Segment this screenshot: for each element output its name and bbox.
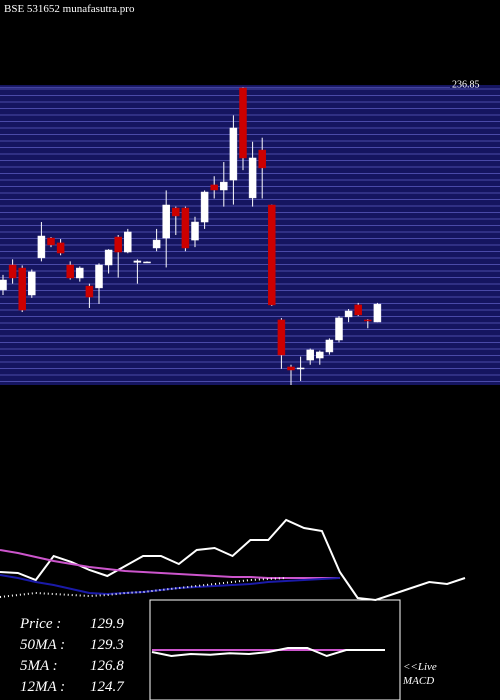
candle-body: [220, 181, 228, 191]
candle-body: [47, 237, 55, 246]
candle-body: [143, 261, 151, 264]
candle-body: [200, 191, 209, 223]
live-link[interactable]: <<Live: [403, 661, 437, 673]
candle-body: [114, 236, 122, 253]
stat-value: 126.8: [90, 658, 124, 674]
candle-body: [172, 207, 180, 217]
candle-body: [56, 242, 65, 254]
candle-body: [18, 267, 26, 311]
candle-body: [8, 264, 17, 279]
stat-label: 5MA :: [20, 658, 58, 674]
price-panel: [0, 85, 500, 385]
y-tick-label: 236.85: [452, 79, 480, 90]
candle-body: [191, 221, 199, 241]
stat-value: 124.7: [90, 679, 125, 695]
candle-body: [354, 304, 362, 316]
candle-body: [210, 184, 218, 191]
candle-body: [296, 367, 305, 370]
candle-body: [104, 249, 113, 266]
candle-body: [248, 157, 257, 199]
candle-body: [287, 366, 295, 371]
candle-body: [306, 349, 314, 361]
candle-body: [124, 231, 132, 253]
macd-title: MACD: [402, 675, 434, 687]
candle-body: [152, 239, 161, 249]
stat-value: 129.3: [90, 637, 124, 653]
candle-body: [76, 267, 84, 279]
candle-body: [373, 303, 382, 323]
candle-body: [181, 207, 190, 249]
indicator-line: [0, 577, 287, 598]
candle-body: [133, 260, 142, 263]
candle-body: [37, 235, 46, 259]
indicator-line: [0, 574, 340, 596]
candle-body: [335, 317, 343, 341]
stat-label: Price :: [19, 616, 61, 632]
indicator-line: [0, 549, 340, 579]
stat-label: 50MA :: [20, 637, 65, 653]
candle-body: [268, 204, 276, 306]
candle-body: [277, 319, 286, 356]
stat-value: 129.9: [90, 616, 124, 632]
candle-body: [258, 149, 266, 169]
candle-body: [95, 264, 103, 289]
candle-body: [344, 310, 353, 318]
indicator-line: [151, 647, 385, 658]
candle-body: [28, 271, 36, 296]
candle-body: [0, 279, 7, 291]
chart-title: BSE 531652 munafasutra.pro: [4, 3, 135, 15]
candle-body: [325, 339, 334, 353]
candle-body: [239, 87, 247, 159]
candle-body: [364, 319, 372, 322]
candle-body: [66, 264, 74, 279]
candle-body: [316, 351, 324, 359]
candle-body: [162, 204, 170, 239]
stat-label: 12MA :: [20, 679, 65, 695]
candle-body: [229, 127, 238, 181]
candle-body: [85, 285, 94, 298]
